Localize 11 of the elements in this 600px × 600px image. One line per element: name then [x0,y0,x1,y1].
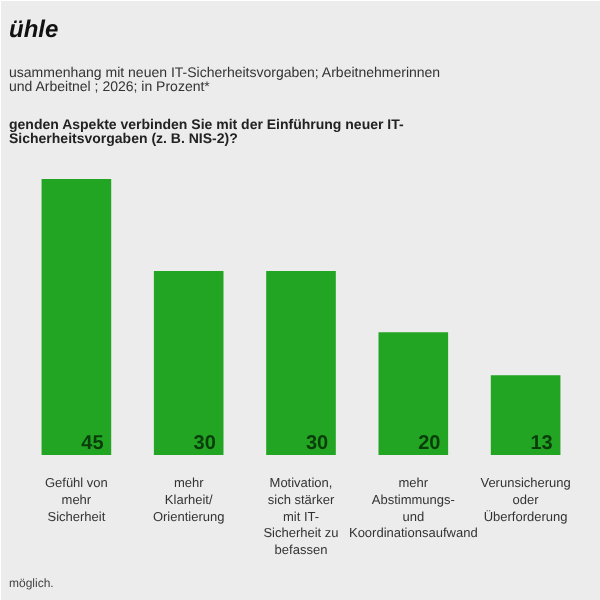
bar [41,179,112,455]
bar [153,271,224,455]
data-label: 45 [81,433,105,455]
chart-title: ühle [9,15,59,43]
data-label: 20 [418,433,442,455]
bar [490,375,561,455]
data-label: 30 [193,433,217,455]
bar [266,271,336,455]
data-label: 30 [305,433,329,455]
bar [378,332,449,455]
data-label: 13 [530,433,554,455]
